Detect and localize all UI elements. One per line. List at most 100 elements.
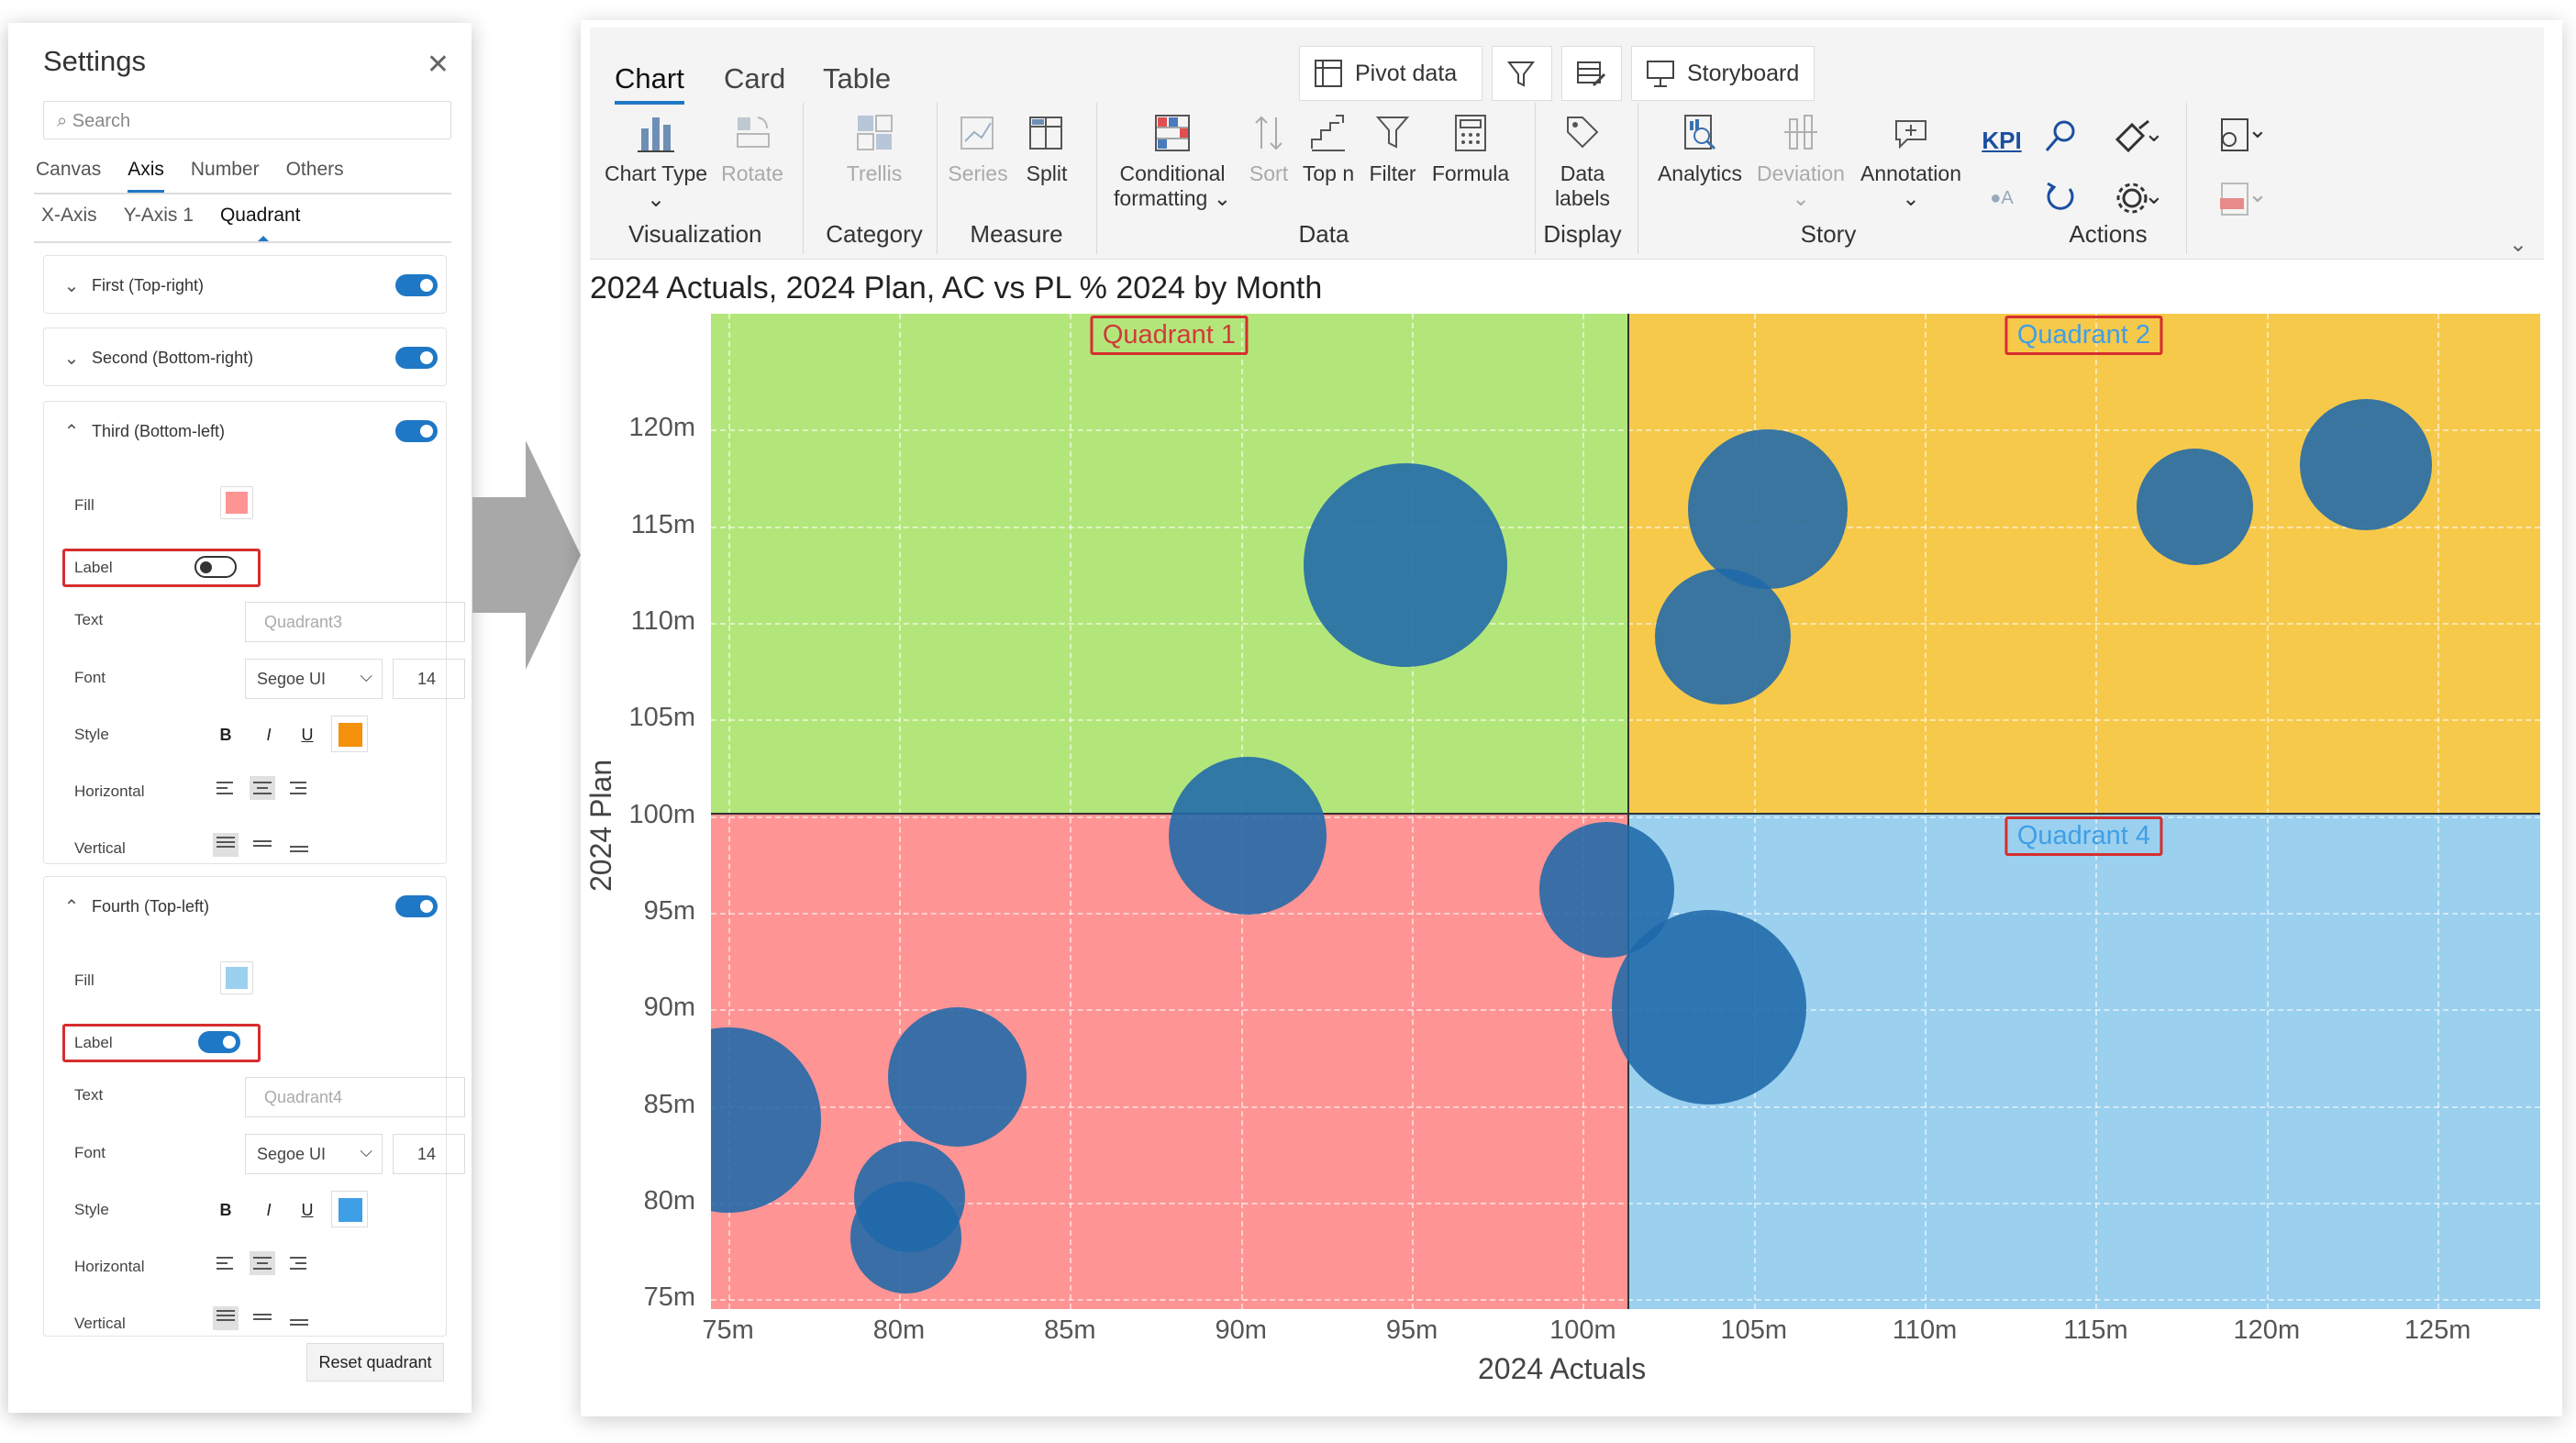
formula-icon	[1455, 115, 1486, 151]
refresh-button[interactable]	[2040, 180, 2081, 222]
bubble-point[interactable]	[2300, 398, 2432, 531]
quadrant-title: Third (Bottom-left)	[92, 421, 226, 440]
bubble-point[interactable]	[2136, 449, 2254, 566]
fourth-label-toggle[interactable]	[198, 1031, 240, 1053]
filter-button[interactable]: Filter	[1360, 112, 1425, 186]
quadrant-header-fourth[interactable]: ⌃ Fourth (Top-left)	[44, 877, 446, 936]
align-left-icon[interactable]	[213, 1251, 239, 1275]
export-pdf-button[interactable]: ⌄	[2200, 180, 2273, 224]
bubble-point[interactable]	[1655, 569, 1791, 705]
gridline-y	[711, 429, 2540, 432]
quadrant-header-second[interactable]: ⌄ Second (Bottom-right)	[44, 328, 446, 387]
third-font-color[interactable]	[331, 716, 368, 752]
bold-button[interactable]: B	[219, 726, 232, 744]
quadrant-label: Quadrant 2	[2004, 316, 2162, 355]
italic-button[interactable]: I	[266, 726, 272, 744]
underline-button[interactable]: U	[301, 1201, 314, 1219]
reset-quadrant-button[interactable]: Reset quadrant	[306, 1343, 444, 1382]
third-text-input[interactable]: Quadrant3	[245, 602, 465, 642]
conditional-formatting-button[interactable]: Conditional formatting ⌄	[1104, 112, 1241, 211]
bubble-point[interactable]	[849, 1182, 962, 1293]
fourth-quadrant-toggle[interactable]	[395, 895, 438, 917]
tab-others[interactable]: Others	[285, 159, 344, 180]
fourth-text-input[interactable]: Quadrant4	[245, 1077, 465, 1117]
bubble-point[interactable]	[1687, 428, 1848, 589]
collapse-ribbon-icon[interactable]: ⌄	[2508, 232, 2527, 257]
data-labels-button[interactable]: Data labels	[1546, 112, 1619, 211]
tab-canvas[interactable]: Canvas	[36, 159, 102, 180]
italic-button[interactable]: I	[266, 1201, 272, 1219]
align-right-icon[interactable]	[286, 1251, 312, 1275]
second-quadrant-toggle[interactable]	[395, 347, 438, 369]
chevron-down-icon: ⌄	[1902, 186, 1920, 210]
analytics-button[interactable]: Analytics	[1649, 112, 1750, 186]
chevron-down-icon: ⌄	[2248, 180, 2268, 207]
group-category: Category	[826, 220, 923, 248]
underline-button[interactable]: U	[301, 726, 314, 744]
align-right-icon[interactable]	[286, 776, 312, 800]
export-button[interactable]: ⌄	[2200, 116, 2273, 160]
formatting-label: formatting	[1114, 186, 1208, 210]
kpi-button[interactable]: KPI	[1982, 127, 2022, 154]
deviation-button[interactable]: Deviation ⌄	[1750, 112, 1851, 211]
close-icon[interactable]: ✕	[426, 50, 450, 80]
subtab-x-axis[interactable]: X-Axis	[41, 205, 97, 226]
axis-subtabs: X-Axis Y-Axis 1 Quadrant	[41, 205, 328, 243]
valign-bottom-icon[interactable]	[286, 1306, 312, 1330]
rotate-button[interactable]: Rotate	[711, 112, 794, 186]
tab-chart[interactable]: Chart	[615, 62, 684, 105]
third-font-select[interactable]: Segoe UI	[245, 659, 383, 699]
edit-table-button[interactable]	[1561, 46, 1622, 101]
subtab-y-axis-1[interactable]: Y-Axis 1	[123, 205, 194, 226]
quadrant-header-first[interactable]: ⌄ First (Top-right)	[44, 256, 446, 315]
tab-number[interactable]: Number	[190, 159, 260, 180]
quadrant-divider-horizontal	[711, 812, 2540, 815]
top-n-button[interactable]: Top n	[1296, 112, 1360, 186]
tab-table[interactable]: Table	[823, 62, 892, 94]
split-icon	[1029, 117, 1062, 150]
trellis-button[interactable]: Trellis	[824, 112, 925, 186]
align-center-icon[interactable]	[250, 776, 275, 800]
third-quadrant-toggle[interactable]	[395, 420, 438, 442]
tab-card[interactable]: Card	[724, 62, 786, 94]
bubble-point[interactable]	[1169, 756, 1327, 915]
settings-button[interactable]: ⌄	[2098, 180, 2170, 222]
group-actions: Actions	[2069, 220, 2148, 248]
sort-button[interactable]: Sort	[1241, 112, 1296, 186]
alert-button[interactable]: ●A	[1979, 188, 2025, 209]
fourth-font-color[interactable]	[331, 1191, 368, 1227]
pivot-data-button[interactable]: Pivot data	[1299, 46, 1482, 101]
fourth-fill-swatch[interactable]	[220, 961, 253, 994]
search-button[interactable]	[2040, 117, 2081, 160]
x-tick-label: 80m	[872, 1315, 926, 1345]
valign-top-icon[interactable]	[213, 833, 239, 857]
bold-button[interactable]: B	[219, 1201, 232, 1219]
fourth-font-size[interactable]: 14	[393, 1134, 465, 1174]
valign-bottom-icon[interactable]	[286, 833, 312, 857]
align-center-icon[interactable]	[250, 1251, 275, 1275]
split-button[interactable]: Split	[1015, 112, 1079, 186]
subtab-quadrant[interactable]: Quadrant	[219, 205, 301, 243]
bubble-point[interactable]	[887, 1007, 1027, 1147]
valign-middle-icon[interactable]	[250, 833, 275, 857]
storyboard-button[interactable]: Storyboard	[1631, 46, 1815, 101]
chart-type-button[interactable]: Chart Type ⌄	[601, 112, 711, 213]
valign-middle-icon[interactable]	[250, 1306, 275, 1330]
format-painter-button[interactable]: ⌄	[2098, 117, 2170, 160]
valign-top-icon[interactable]	[213, 1306, 239, 1330]
third-label-toggle[interactable]	[194, 556, 237, 578]
first-quadrant-toggle[interactable]	[395, 274, 438, 296]
quadrant-header-third[interactable]: ⌃ Third (Bottom-left)	[44, 402, 446, 461]
annotation-button[interactable]: Annotation ⌄	[1851, 112, 1971, 211]
filter-pane-button[interactable]	[1492, 46, 1552, 101]
tab-axis[interactable]: Axis	[128, 159, 164, 193]
bubble-point[interactable]	[1612, 910, 1807, 1105]
formula-button[interactable]: Formula	[1425, 112, 1516, 186]
search-input[interactable]: ⌕ Search	[43, 101, 451, 139]
third-font-size[interactable]: 14	[393, 659, 465, 699]
bubble-point[interactable]	[1303, 462, 1507, 667]
align-left-icon[interactable]	[213, 776, 239, 800]
fourth-font-select[interactable]: Segoe UI	[245, 1134, 383, 1174]
series-button[interactable]: Series	[941, 112, 1015, 186]
third-fill-swatch[interactable]	[220, 486, 253, 519]
